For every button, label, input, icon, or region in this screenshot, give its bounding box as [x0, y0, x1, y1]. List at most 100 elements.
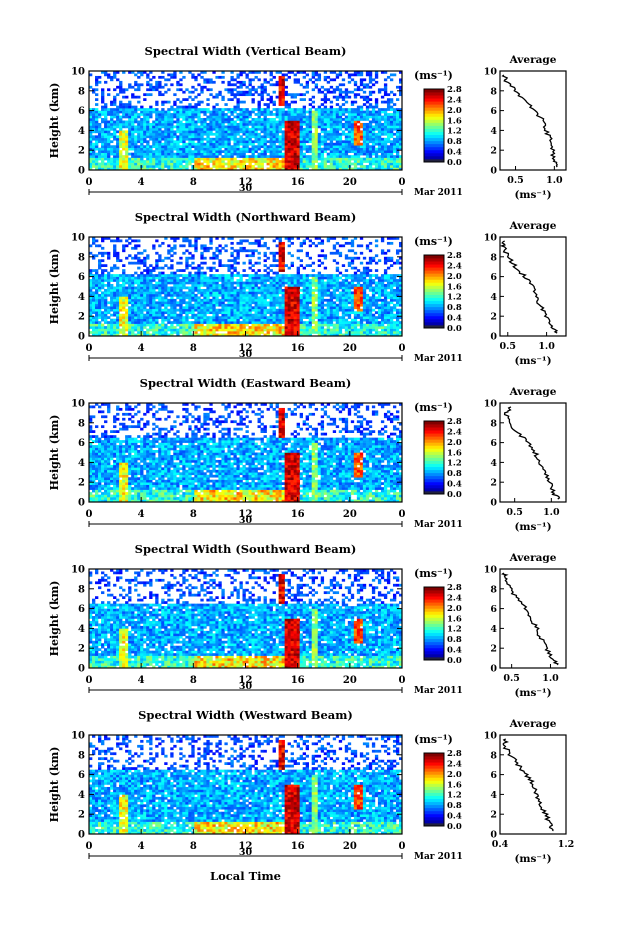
- heatmap-cell: [167, 251, 171, 255]
- heatmap-cell: [248, 279, 252, 282]
- heatmap-cell: [107, 160, 111, 163]
- heatmap-cell: [386, 157, 391, 161]
- heatmap-cell: [308, 108, 313, 111]
- heatmap-cell: [155, 83, 159, 87]
- heatmap-cell: [278, 241, 282, 245]
- heatmap-cell: [101, 147, 105, 151]
- heatmap-cell: [125, 326, 129, 329]
- heatmap-cell: [353, 71, 358, 74]
- heatmap-cell: [170, 293, 174, 297]
- heatmap-cell: [371, 127, 376, 131]
- heatmap-cell: [95, 281, 99, 285]
- avg-x-tick-label: 1.0: [546, 175, 563, 186]
- heatmap-cell: [353, 125, 358, 129]
- heatmap-cell: [122, 135, 126, 139]
- heatmap-cell: [179, 122, 183, 126]
- heatmap-cell: [89, 85, 93, 89]
- heatmap-cell: [398, 160, 403, 163]
- heatmap-cell: [170, 301, 174, 305]
- heatmap-cell: [242, 306, 246, 310]
- heatmap-cell: [218, 323, 222, 327]
- heatmap-cell: [164, 276, 168, 280]
- heatmap-cell: [131, 145, 135, 149]
- heatmap-cell: [251, 108, 255, 111]
- heatmap-cell: [269, 162, 273, 166]
- heatmap-cell: [209, 284, 213, 287]
- heatmap-cell: [146, 162, 150, 166]
- heatmap-cell: [110, 150, 114, 153]
- heatmap-cell: [140, 298, 144, 302]
- heatmap-cells: [89, 237, 403, 337]
- heatmap-cell: [221, 288, 225, 292]
- heatmap-cell: [254, 118, 258, 121]
- heatmap-cell: [284, 162, 288, 166]
- heatmap-cell: [287, 145, 291, 149]
- heatmap-cell: [119, 155, 123, 158]
- heatmap-cell: [215, 132, 219, 136]
- heatmap-cell: [326, 147, 331, 151]
- heatmap-cell: [206, 110, 210, 114]
- heatmap-cell: [293, 125, 297, 129]
- colorbar-unit: (ms⁻¹): [414, 69, 453, 82]
- heatmap-cell: [275, 165, 279, 168]
- heatmap-cell: [263, 298, 267, 302]
- heatmap-cell: [179, 150, 183, 153]
- heatmap-cell: [341, 95, 346, 99]
- heatmap-cell: [176, 308, 180, 312]
- heatmap-cell: [287, 135, 291, 139]
- heatmap-cell: [296, 93, 300, 97]
- heatmap-cell: [293, 167, 297, 171]
- heatmap-cell: [248, 296, 252, 300]
- y-tick-label: 10: [71, 67, 85, 78]
- heatmap-cell: [371, 160, 376, 163]
- heatmap-cell: [362, 113, 367, 116]
- heatmap-cell: [290, 313, 294, 317]
- heatmap-cell: [125, 244, 129, 248]
- heatmap-cell: [257, 157, 261, 161]
- heatmap-cell: [299, 137, 303, 141]
- heatmap-cell: [119, 293, 123, 297]
- heatmap-cell: [179, 88, 183, 92]
- heatmap-cell: [92, 142, 96, 146]
- heatmap-cell: [125, 281, 129, 285]
- heatmap-cell: [101, 118, 105, 121]
- heatmap-cell: [248, 301, 252, 305]
- heatmap-cell: [263, 142, 267, 146]
- y-tick-label: 4: [78, 126, 85, 137]
- heatmap-cell: [245, 254, 249, 258]
- heatmap-cell: [164, 90, 168, 94]
- heatmap-cell: [161, 271, 165, 275]
- heatmap-cell: [212, 274, 216, 277]
- heatmap-cell: [134, 160, 138, 163]
- heatmap-cell: [206, 326, 210, 329]
- heatmap-cell: [278, 269, 282, 272]
- heatmap-cell: [227, 147, 231, 151]
- heatmap-cell: [248, 83, 252, 87]
- heatmap-cell: [296, 157, 300, 161]
- heatmap-cell: [242, 110, 246, 114]
- heatmap-cell: [170, 333, 174, 337]
- heatmap-cell: [161, 308, 165, 312]
- heatmap-cell: [131, 274, 135, 277]
- heatmap-cell: [314, 155, 319, 158]
- heatmap-cell: [329, 137, 334, 141]
- heatmap-cell: [119, 90, 123, 94]
- heatmap-cell: [161, 165, 165, 168]
- heatmap-cell: [113, 115, 117, 119]
- heatmap-cell: [248, 115, 252, 119]
- heatmap-cell: [143, 127, 147, 131]
- heatmap-cell: [182, 137, 186, 141]
- heatmap-cell: [347, 110, 352, 114]
- heatmap-cell: [284, 318, 288, 322]
- heatmap-cell: [227, 150, 231, 153]
- heatmap-cell: [215, 165, 219, 168]
- heatmap-cell: [218, 162, 222, 166]
- heatmap-cell: [248, 308, 252, 312]
- heatmap-cell: [275, 264, 279, 267]
- heatmap-cell: [221, 318, 225, 322]
- heatmap-cell: [119, 127, 123, 131]
- heatmap-cell: [263, 306, 267, 310]
- heatmap-cell: [188, 118, 192, 121]
- heatmap-cell: [278, 276, 282, 280]
- heatmap-cell: [128, 108, 132, 111]
